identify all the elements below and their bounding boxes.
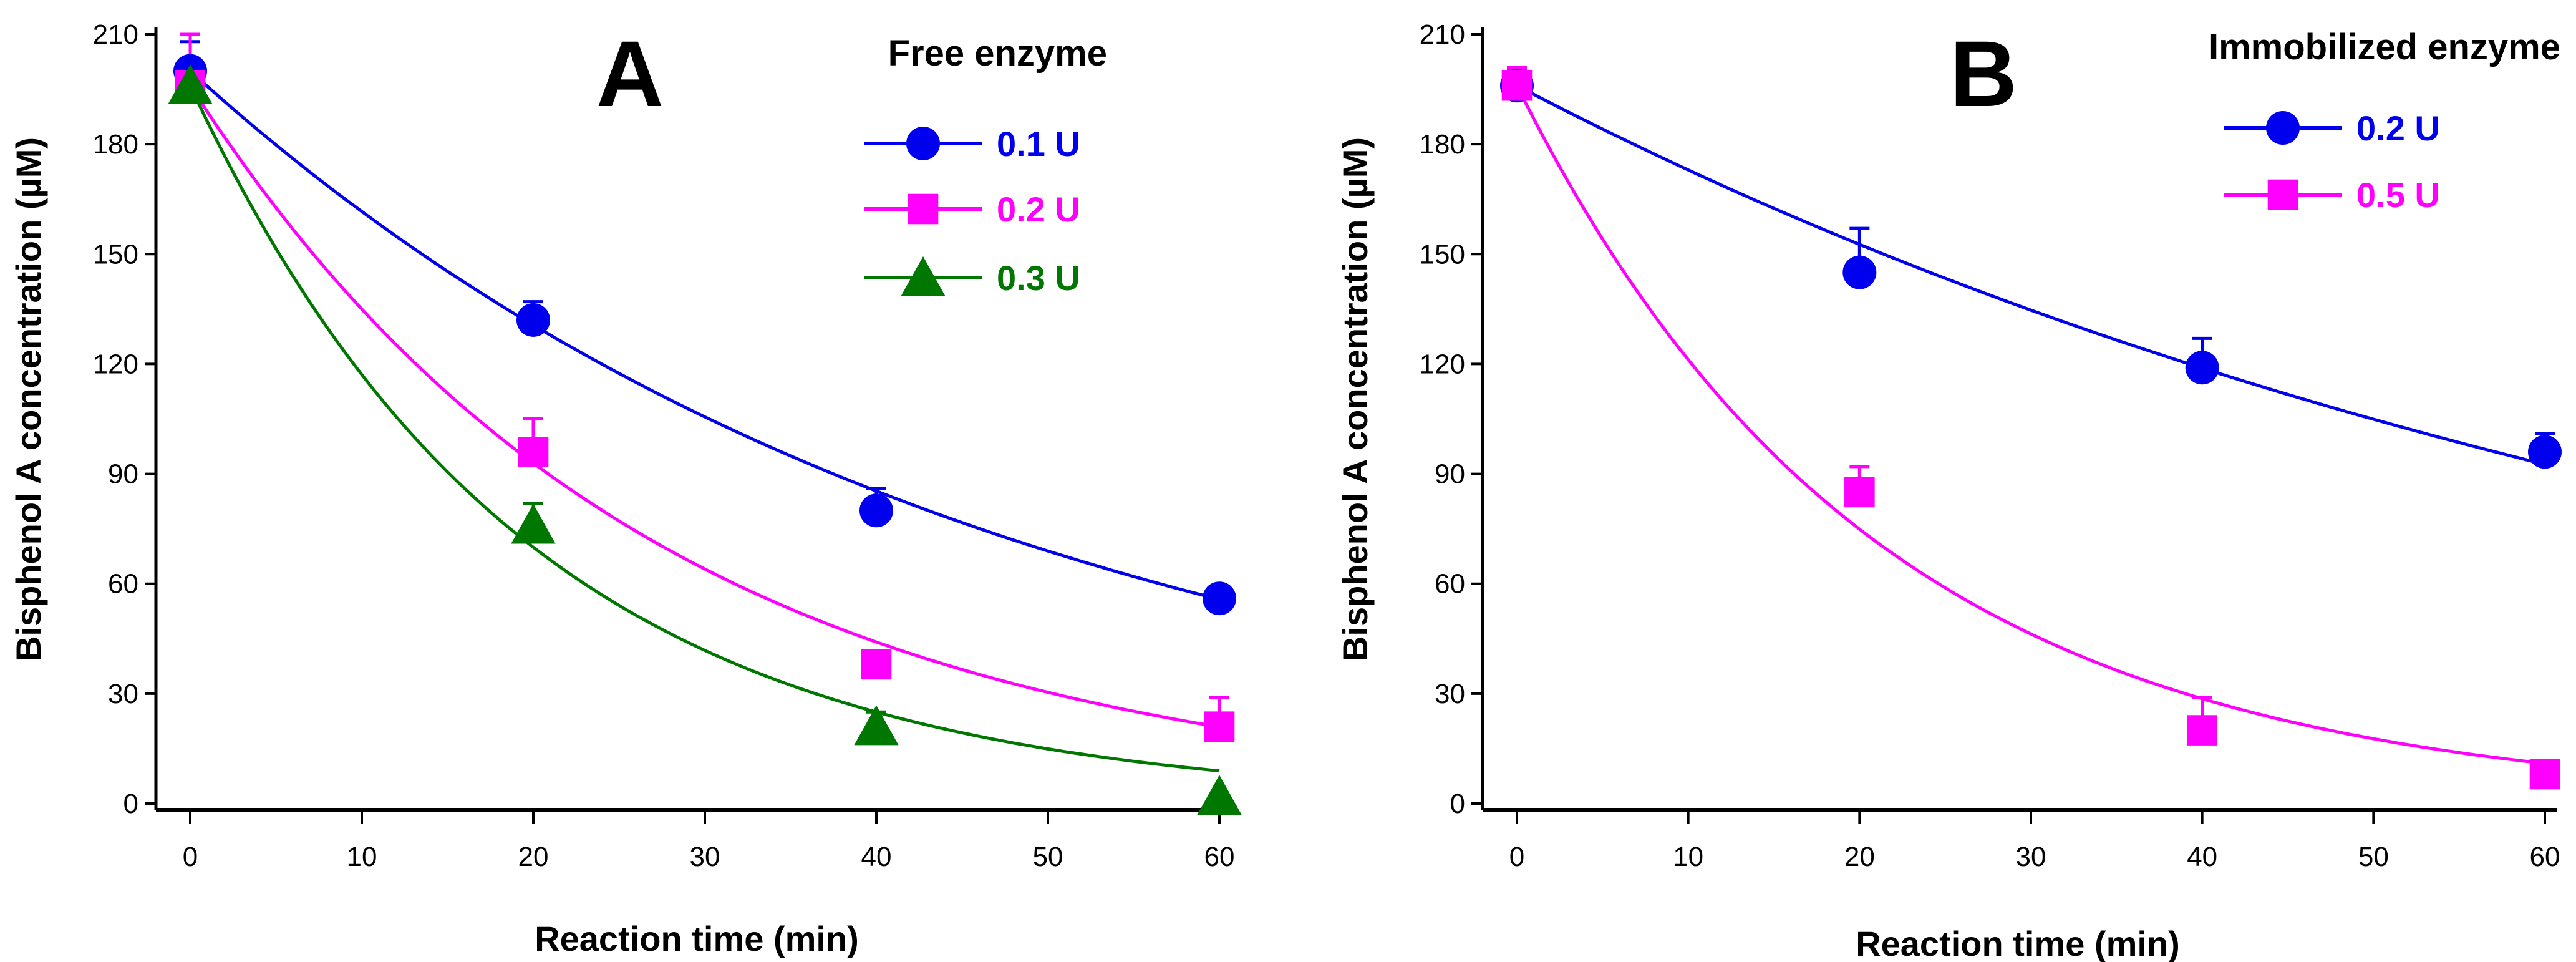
data-point-0.2-U (518, 437, 549, 467)
data-point-0.1-U (859, 493, 893, 528)
x-tick-label: 50 (2358, 842, 2389, 872)
data-point-0.5-U (2187, 715, 2217, 746)
y-tick-label: 0 (123, 789, 138, 819)
data-point-0.5-U (1844, 477, 1875, 508)
legend-b: 0.2 U 0.5 U (2224, 109, 2440, 215)
x-tick-label: 40 (2187, 842, 2217, 872)
y-tick-label: 30 (1435, 679, 1465, 709)
x-tick-label: 10 (1673, 842, 1703, 872)
x-tick-label: 60 (2530, 842, 2560, 872)
fit-curve-0.1-U (189, 69, 1220, 601)
markers-a (168, 54, 1242, 815)
data-point-0.5-U (2529, 759, 2560, 790)
legend-marker (906, 127, 940, 160)
data-point-0.2-U (861, 649, 892, 680)
x-tick-label: 50 (1033, 842, 1063, 872)
data-point-0.2-U (1204, 711, 1235, 742)
fit-curve-0.3-U (188, 85, 1220, 773)
y-tick-label: 120 (1420, 349, 1465, 379)
panel-b: 0 30 60 90 120 150 180 210 0 10 20 30 40 50 60 Reactio… (1335, 19, 2562, 962)
y-tick-label: 60 (108, 569, 138, 600)
y-tick-label: 210 (1420, 19, 1465, 50)
panel-letter-b: B (1950, 21, 2017, 126)
y-tick-label: 0 (1450, 789, 1465, 819)
legend-label: 0.2 U (2356, 109, 2440, 148)
panel-a: 0 30 60 90 120 150 180 210 0 10 20 30 40 50 60 Reactio… (9, 19, 1242, 958)
x-axis-title-b: Reaction time (min) (1856, 924, 2180, 962)
data-point-0.2-U (2528, 435, 2562, 469)
data-point-0.3-U (168, 64, 213, 104)
legend-a: 0.1 U 0.2 U 0.3 U (864, 124, 1080, 298)
legend-label: 0.3 U (997, 258, 1080, 298)
legend-marker (908, 193, 939, 225)
y-tick-label: 90 (108, 459, 138, 490)
legend-label: 0.1 U (997, 124, 1080, 163)
axes-b (1481, 27, 2557, 812)
fit-curve-0.5-U (1515, 85, 2545, 765)
x-axis-title-a: Reaction time (min) (535, 919, 859, 958)
y-axis-title-a: Bisphenol A concentration (µM) (9, 137, 48, 661)
legend-marker (901, 256, 946, 296)
data-point-0.3-U (1197, 775, 1242, 815)
data-point-0.2-U (2185, 351, 2219, 385)
y-tick-label: 150 (93, 239, 138, 270)
x-tick-label: 40 (861, 842, 892, 872)
x-tick-label: 30 (690, 842, 720, 872)
data-point-0.1-U (1203, 581, 1236, 616)
x-tick-label: 20 (518, 842, 549, 872)
legend-label: 0.2 U (997, 190, 1080, 229)
fit-curve-0.2-U (1516, 84, 2545, 466)
x-tick-label: 30 (2016, 842, 2046, 872)
legend-label: 0.5 U (2356, 175, 2440, 215)
legend-title-a: Free enzyme (888, 33, 1107, 74)
y-tick-label: 60 (1435, 569, 1465, 600)
data-point-0.1-U (516, 303, 550, 337)
legend-title-b: Immobilized enzyme (2209, 27, 2560, 67)
y-tick-label: 120 (93, 349, 138, 379)
y-tick-label: 210 (93, 19, 138, 50)
data-point-0.5-U (1501, 70, 1533, 101)
y-tick-label: 150 (1420, 239, 1465, 270)
data-point-0.3-U (854, 705, 899, 746)
x-tick-label: 0 (1509, 842, 1524, 872)
x-tick-label: 10 (347, 842, 377, 872)
fit-curve-0.2-U (188, 84, 1220, 729)
y-tick-label: 180 (93, 129, 138, 160)
data-point-0.2-U (1842, 255, 1877, 289)
data-point-0.3-U (511, 503, 556, 544)
axes-a (154, 27, 1232, 812)
ticks-b: 0 30 60 90 120 150 180 210 0 10 20 30 40 50 60 (1420, 19, 2560, 872)
y-tick-label: 30 (108, 679, 138, 709)
markers-b (1500, 69, 2562, 790)
ticks-a: 0 30 60 90 120 150 180 210 0 10 20 30 40 50 60 (93, 19, 1235, 872)
panel-letter-a: A (596, 21, 664, 126)
x-tick-label: 20 (1844, 842, 1875, 872)
y-axis-title-b: Bisphenol A concentration (µM) (1335, 137, 1375, 661)
x-tick-label: 0 (183, 842, 198, 872)
legend-marker (2267, 179, 2298, 210)
x-tick-label: 60 (1204, 842, 1235, 872)
y-tick-label: 90 (1435, 459, 1465, 490)
fit-curves-a (188, 69, 1220, 773)
fit-curves-b (1515, 84, 2545, 765)
error-bars-b (1507, 66, 2555, 731)
legend-marker (2266, 111, 2300, 145)
y-tick-label: 180 (1420, 129, 1465, 160)
